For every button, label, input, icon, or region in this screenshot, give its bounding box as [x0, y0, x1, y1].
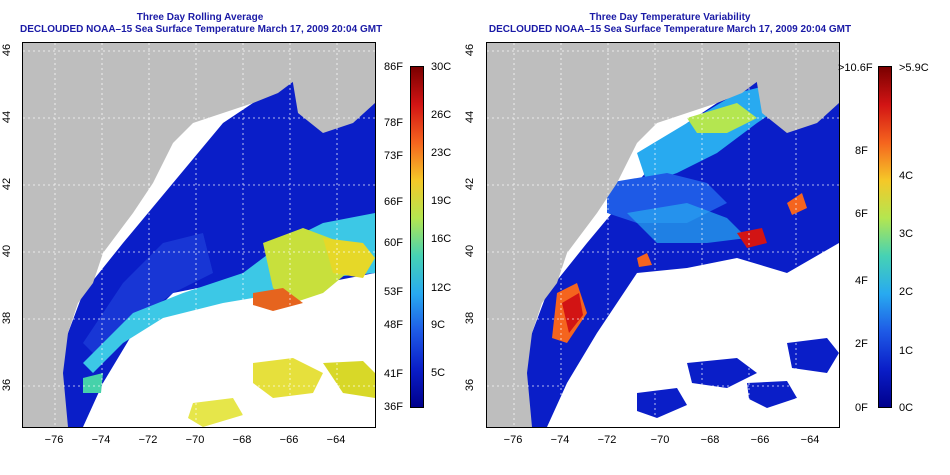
left-cbar-c-label: 30C — [431, 61, 452, 73]
right-cbar-f-label: 4F — [855, 275, 868, 287]
left-lat-tick: 40 — [1, 244, 14, 258]
left-title: Three Day Rolling Average — [136, 12, 264, 23]
right-lon-tick: −70 — [650, 434, 670, 446]
left-colorbar — [410, 66, 424, 408]
right-lon-tick: −68 — [700, 434, 720, 446]
left-cbar-c-label: 26C — [431, 109, 452, 121]
left-cbar-f-label: 53F — [384, 286, 403, 298]
right-lat-tick: 38 — [464, 311, 477, 325]
right-title: Three Day Temperature Variability — [589, 12, 751, 23]
right-lat-tick: 40 — [464, 244, 477, 258]
right-lat-tick: 46 — [464, 43, 477, 57]
right-cbar-f-label: 8F — [855, 145, 868, 157]
right-cbar-c-label: 2C — [899, 286, 914, 298]
right-cbar-c-label: 4C — [899, 170, 914, 182]
left-lon-tick: −74 — [91, 434, 111, 446]
right-lon-tick: −64 — [800, 434, 820, 446]
right-cbar-f-label: >10.6F — [838, 62, 873, 74]
right-cbar-c-label: 3C — [899, 228, 914, 240]
left-lat-tick: 46 — [1, 43, 14, 57]
left-lon-tick: −76 — [44, 434, 64, 446]
left-cbar-c-label: 23C — [431, 147, 452, 159]
right-subtitle: DECLOUDED NOAA–15 Sea Surface Temperatur… — [488, 24, 852, 35]
right-cbar-c-label: 0C — [899, 402, 914, 414]
right-lat-tick: 44 — [464, 110, 477, 124]
right-cbar-f-label: 0F — [855, 402, 868, 414]
left-cbar-c-label: 5C — [431, 367, 446, 379]
left-lat-tick: 38 — [1, 311, 14, 325]
left-cbar-f-label: 41F — [384, 368, 403, 380]
left-cbar-f-label: 86F — [384, 61, 403, 73]
right-variability-map[interactable] — [486, 42, 840, 428]
left-cbar-f-label: 60F — [384, 237, 403, 249]
left-lon-tick: −66 — [279, 434, 299, 446]
right-cbar-c-label: >5.9C — [899, 62, 929, 74]
left-cbar-f-label: 73F — [384, 150, 403, 162]
left-cbar-c-label: 19C — [431, 195, 452, 207]
left-cbar-c-label: 12C — [431, 282, 452, 294]
right-cbar-f-label: 2F — [855, 338, 868, 350]
right-lon-tick: −72 — [597, 434, 617, 446]
left-lon-tick: −68 — [232, 434, 252, 446]
left-lon-tick: −64 — [326, 434, 346, 446]
left-cbar-f-label: 36F — [384, 401, 403, 413]
left-lon-tick: −72 — [138, 434, 158, 446]
right-lon-tick: −76 — [503, 434, 523, 446]
right-cbar-f-label: 6F — [855, 208, 868, 220]
right-lon-tick: −74 — [550, 434, 570, 446]
left-cbar-f-label: 48F — [384, 319, 403, 331]
left-cbar-c-label: 16C — [431, 233, 452, 245]
left-cbar-f-label: 66F — [384, 196, 403, 208]
right-lat-tick: 42 — [464, 177, 477, 191]
left-lat-tick: 36 — [1, 378, 14, 392]
left-lat-tick: 44 — [1, 110, 14, 124]
left-lon-tick: −70 — [185, 434, 205, 446]
left-subtitle: DECLOUDED NOAA–15 Sea Surface Temperatur… — [20, 24, 383, 35]
right-lon-tick: −66 — [750, 434, 770, 446]
left-sst-map[interactable] — [22, 42, 376, 428]
left-lat-tick: 42 — [1, 177, 14, 191]
right-colorbar — [878, 66, 892, 408]
right-cbar-c-label: 1C — [899, 345, 914, 357]
left-cbar-f-label: 78F — [384, 117, 403, 129]
right-lat-tick: 36 — [464, 378, 477, 392]
left-cbar-c-label: 9C — [431, 319, 446, 331]
